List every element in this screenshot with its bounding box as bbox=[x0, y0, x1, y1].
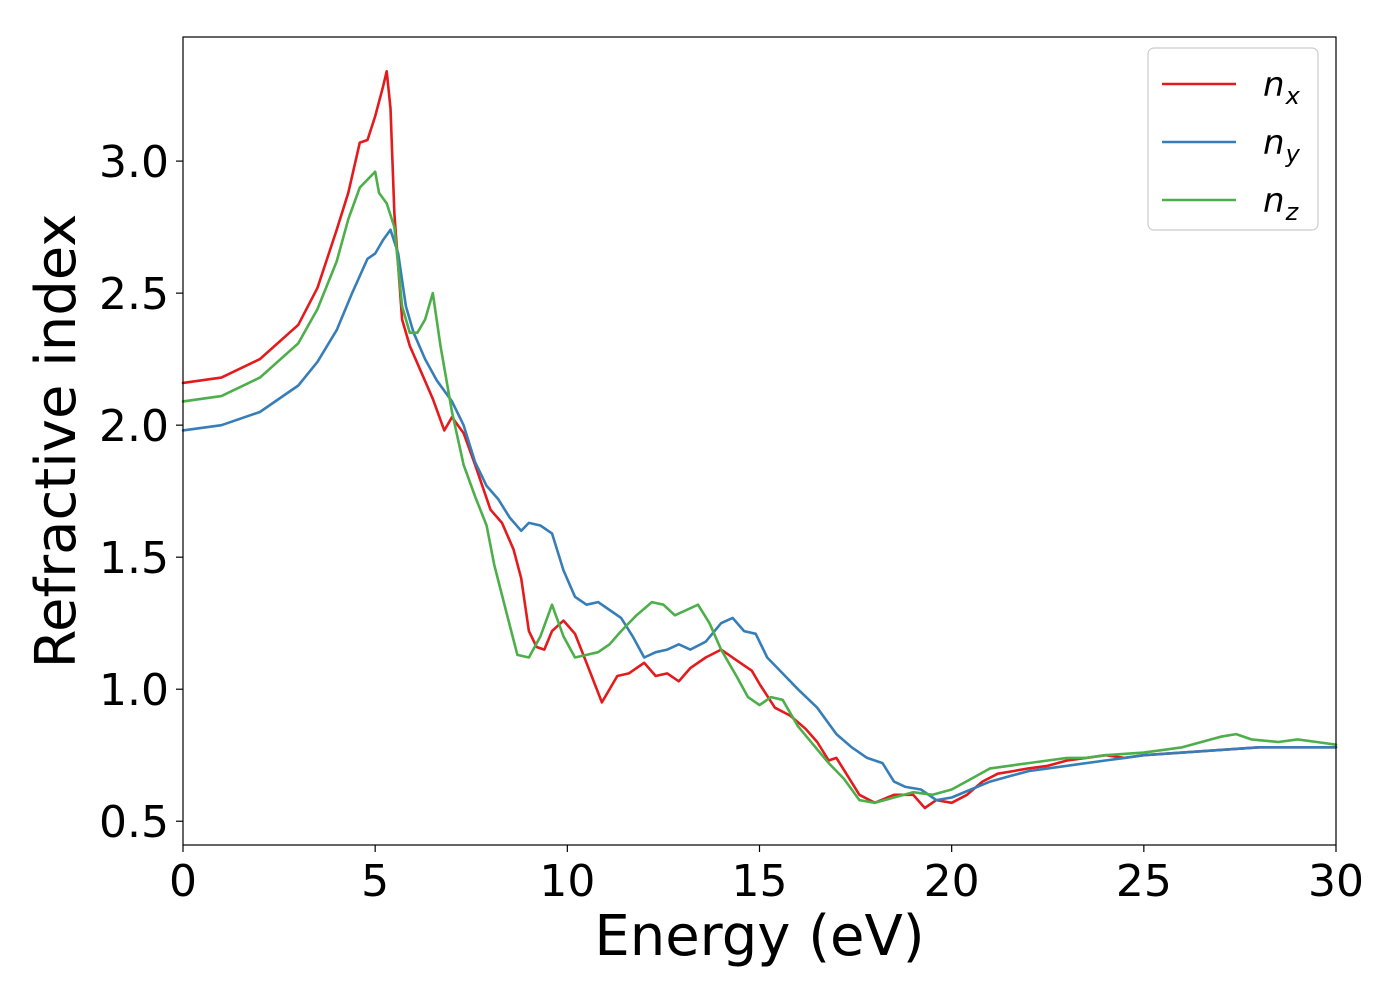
x-tick-label: 20 bbox=[924, 856, 980, 907]
x-axis-label: Energy (eV) bbox=[594, 904, 924, 969]
x-tick-label: 15 bbox=[732, 856, 788, 907]
series-layer bbox=[181, 70, 1338, 810]
x-tick-label: 0 bbox=[169, 856, 197, 907]
y-tick-label: 1.0 bbox=[99, 665, 169, 716]
x-tick-label: 30 bbox=[1308, 856, 1364, 907]
x-axis-ticks: 0 5 10 15 20 25 30 bbox=[169, 845, 1364, 907]
legend-box bbox=[1147, 47, 1319, 231]
x-tick-label: 10 bbox=[539, 856, 595, 907]
series-line-n-y bbox=[181, 228, 1338, 802]
y-tick-label: 2.0 bbox=[99, 401, 169, 452]
y-tick-label: 2.5 bbox=[99, 269, 169, 320]
series-line-n-x bbox=[181, 70, 1338, 810]
y-tick-label: 0.5 bbox=[99, 797, 169, 848]
x-tick-label: 25 bbox=[1116, 856, 1172, 907]
x-tick-label: 5 bbox=[361, 856, 389, 907]
series-line-n-z bbox=[181, 170, 1338, 805]
y-tick-label: 3.0 bbox=[99, 137, 169, 188]
y-tick-label: 1.5 bbox=[99, 533, 169, 584]
y-axis-label: Refractive index bbox=[24, 214, 89, 669]
y-axis-ticks: 0.5 1.0 1.5 2.0 2.5 3.0 bbox=[99, 137, 183, 848]
